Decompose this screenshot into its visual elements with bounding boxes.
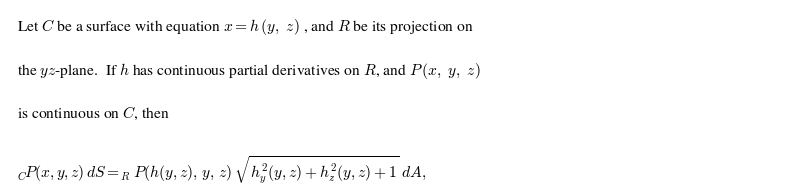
- Text: where $dA = dydz$ or $dA = dzdy$.: where $dA = dydz$ or $dA = dzdy$.: [18, 186, 221, 188]
- Text: the $yz$-plane.  If $h$ has continuous partial derivatives on $R$, and $P\,(x,\ : the $yz$-plane. If $h$ has continuous pa…: [18, 61, 480, 81]
- Text: Let $C$ be a surface with equation $x = h\,(y,\ z)$ , and $R$ be its projection : Let $C$ be a surface with equation $x = …: [18, 17, 474, 37]
- Text: is continuous on $C$, then: is continuous on $C$, then: [18, 105, 170, 122]
- Text: ${}_C\!P(x, y, z)\,dS ={}_{\!R}\; P(h(y,z),\, y,\, z)\,\sqrt{h_y^2(y,z) + h_z^2(: ${}_C\!P(x, y, z)\,dS ={}_{\!R}\; P(h(y,…: [18, 154, 426, 186]
